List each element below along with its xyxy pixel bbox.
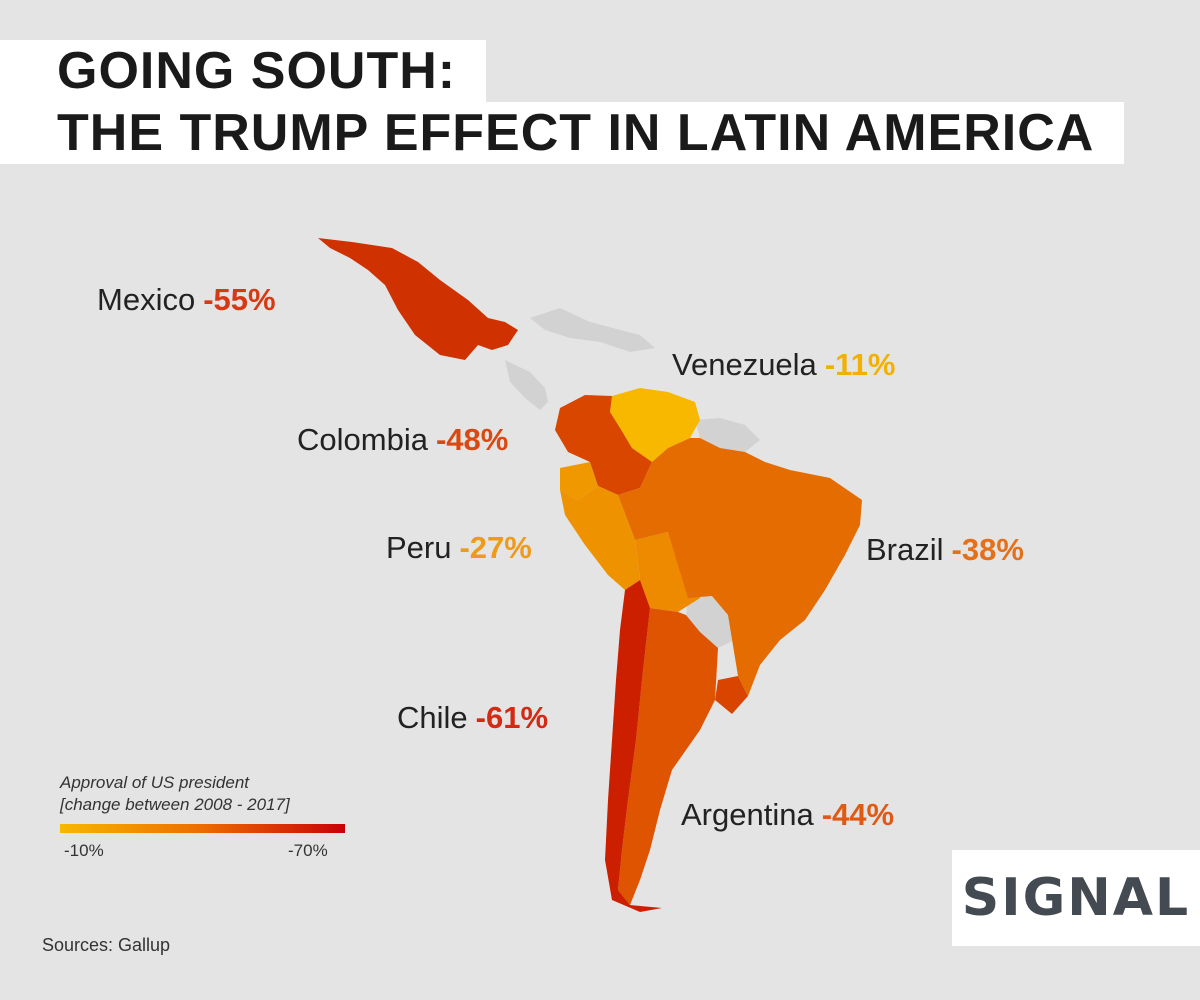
sources-note: Sources: Gallup [42, 935, 171, 955]
country-value: -48% [435, 422, 509, 457]
venezuela-shape [610, 388, 700, 462]
label-brazil: Brazil -38% [866, 532, 1024, 568]
country-value: -44% [821, 797, 895, 832]
logo-text: SIGNAL [961, 868, 1191, 928]
country-name: Argentina [681, 797, 814, 832]
central-america-shape [505, 360, 548, 410]
country-value: -11% [824, 347, 896, 382]
label-colombia: Colombia -48% [297, 422, 508, 458]
guianas-shape [695, 418, 760, 452]
signal-logo: SIGNAL [952, 850, 1200, 946]
country-value: -61% [475, 700, 549, 735]
country-name: Mexico [97, 282, 196, 317]
country-value: -27% [459, 530, 532, 565]
legend-max-label: -70% [288, 841, 328, 860]
country-name: Peru [386, 530, 452, 565]
chile-shape [605, 580, 662, 912]
label-venezuela: Venezuela -11% [672, 347, 895, 383]
country-value: -55% [203, 282, 276, 317]
legend-gradient-bar [60, 824, 345, 833]
country-name: Venezuela [672, 347, 817, 382]
uruguay-shape [715, 676, 748, 714]
paraguay-shape [686, 596, 735, 648]
legend-title-line-1: Approval of US president [60, 773, 249, 792]
ecuador-shape [560, 462, 598, 500]
country-name: Colombia [297, 422, 428, 457]
argentina-shape [618, 608, 718, 905]
label-mexico: Mexico -55% [97, 282, 276, 318]
label-peru: Peru -27% [386, 530, 532, 566]
peru-shape [560, 486, 640, 590]
caribbean-shape [530, 308, 655, 352]
country-value: -38% [951, 532, 1024, 567]
title-line-1: GOING SOUTH: [0, 40, 487, 102]
title-line-2: THE TRUMP EFFECT IN LATIN AMERICA [0, 102, 1125, 164]
country-name: Brazil [866, 532, 944, 567]
label-argentina: Argentina -44% [681, 797, 894, 833]
color-legend: Approval of US president [change between… [60, 772, 360, 865]
legend-title-line-2: [change between 2008 - 2017] [60, 795, 290, 814]
colombia-shape [555, 395, 652, 495]
label-chile: Chile -61% [397, 700, 548, 736]
legend-min-label: -10% [64, 841, 104, 860]
brazil-shape [618, 438, 862, 696]
country-name: Chile [397, 700, 468, 735]
mexico-shape [318, 238, 518, 360]
